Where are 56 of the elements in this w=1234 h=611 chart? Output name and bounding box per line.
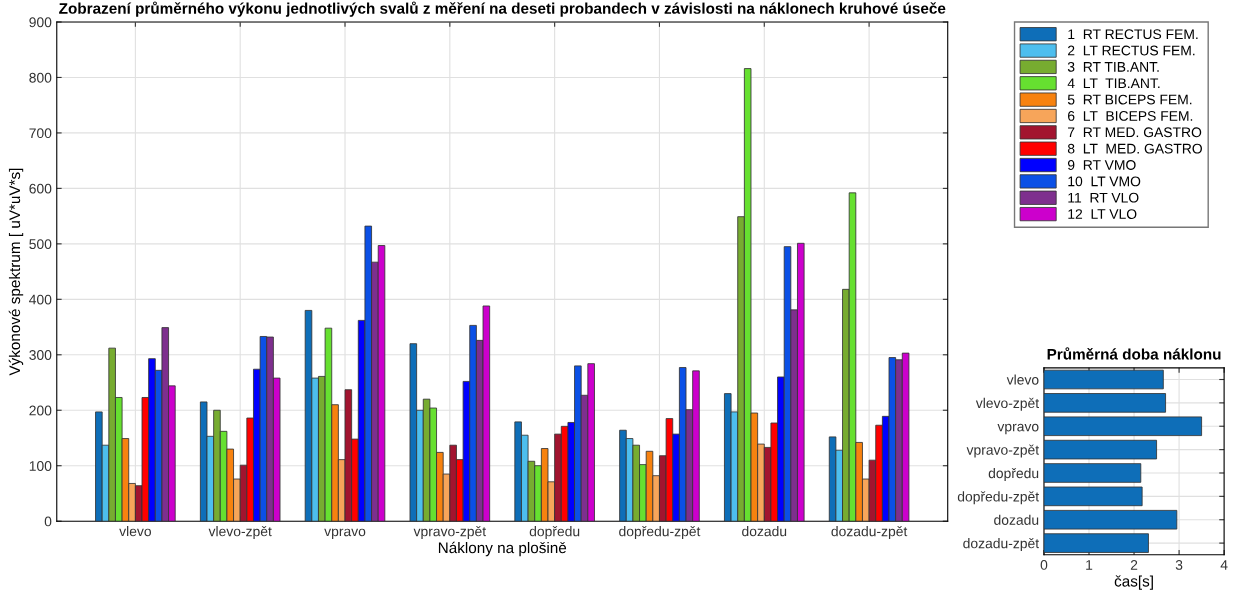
x-tick-label: vlevo-zpět bbox=[208, 526, 272, 540]
bar bbox=[1043, 393, 1166, 413]
x-tick-label: 1 bbox=[1086, 560, 1093, 570]
bar bbox=[1043, 533, 1149, 553]
x-axis-title: Náklony na plošině bbox=[438, 541, 567, 557]
legend-label: 10 LT VMO bbox=[1068, 176, 1141, 187]
y-tick-label: 500 bbox=[29, 239, 52, 250]
x-tick-label: 0 bbox=[1040, 560, 1048, 570]
y-tick-label: dozadu bbox=[994, 514, 1039, 525]
y-tick-label: dozadu-zpět bbox=[963, 538, 1040, 552]
x-tick-label: 2 bbox=[1130, 560, 1138, 570]
y-tick-label: vpravo bbox=[997, 423, 1039, 435]
x-tick-label: vpravo bbox=[324, 528, 366, 539]
legend-label: 11 RT VLO bbox=[1068, 192, 1139, 203]
y-tick-label: dopředu bbox=[988, 467, 1039, 481]
y-tick-label: 700 bbox=[29, 128, 52, 139]
y-tick-label: vlevo bbox=[1006, 374, 1039, 385]
legend-label: 3 RT TIB.ANT. bbox=[1067, 61, 1159, 72]
y-tick-label: 400 bbox=[29, 294, 52, 305]
x-tick-label: vpravo-zpět bbox=[413, 526, 487, 540]
y-tick-label: dopředu-zpět bbox=[957, 491, 1040, 505]
bar bbox=[1043, 416, 1203, 437]
legend-label: 1 RT RECTUS FEM. bbox=[1068, 29, 1198, 40]
y-tick-label: 900 bbox=[29, 17, 52, 28]
x-tick-label: dopředu-zpět bbox=[619, 526, 701, 540]
legend-label: 4 LT TIB.ANT. bbox=[1067, 78, 1160, 88]
legend-label: 5 RT BICEPS FEM. bbox=[1067, 94, 1192, 105]
y-tick-label: 600 bbox=[29, 183, 52, 194]
legend-label: 6 LT BICEPS FEM. bbox=[1068, 111, 1193, 121]
y-tick-label: vlevo-zpět bbox=[975, 397, 1039, 411]
y-tick-label: vpravo-zpět bbox=[966, 444, 1040, 458]
y-tick-label: 800 bbox=[29, 72, 52, 83]
bar bbox=[1043, 369, 1164, 390]
y-tick-label: 300 bbox=[29, 350, 52, 360]
y-tick-label: 100 bbox=[29, 461, 52, 471]
bar bbox=[1043, 509, 1178, 530]
legend-label: 12 LT VLO bbox=[1068, 209, 1137, 219]
legend-label: 9 RT VMO bbox=[1067, 160, 1136, 170]
x-tick-label: dopředu bbox=[529, 526, 580, 540]
legend-label: 2 LT RECTUS FEM. bbox=[1068, 45, 1195, 56]
y-tick-label: 200 bbox=[29, 405, 52, 416]
y-tick-label: 0 bbox=[44, 516, 52, 527]
x-tick-label: dozadu-zpět bbox=[831, 526, 908, 540]
x-axis-title: čas[s] bbox=[1114, 575, 1153, 590]
x-tick-label: 4 bbox=[1220, 560, 1228, 570]
x-tick-label: vlevo bbox=[119, 526, 152, 537]
chart-title: Průměrná doba náklonu bbox=[1047, 347, 1221, 360]
chart-title: Zobrazení průměrného výkonu jednotlivých svalů z měření na deseti probandech v závislosti na náklonech kruhové úseče bbox=[59, 1, 946, 17]
x-tick-label: 3 bbox=[1175, 560, 1183, 570]
x-tick-label: dozadu bbox=[742, 526, 787, 537]
bar bbox=[1043, 439, 1157, 460]
y-axis-title: Výkonové spektrum [ uV*uV*s] bbox=[8, 168, 24, 376]
legend-label: 8 LT MED. GASTRO bbox=[1067, 143, 1202, 154]
bar bbox=[1043, 463, 1142, 483]
legend-label: 7 RT MED. GASTRO bbox=[1068, 127, 1202, 138]
bar bbox=[1043, 486, 1143, 507]
